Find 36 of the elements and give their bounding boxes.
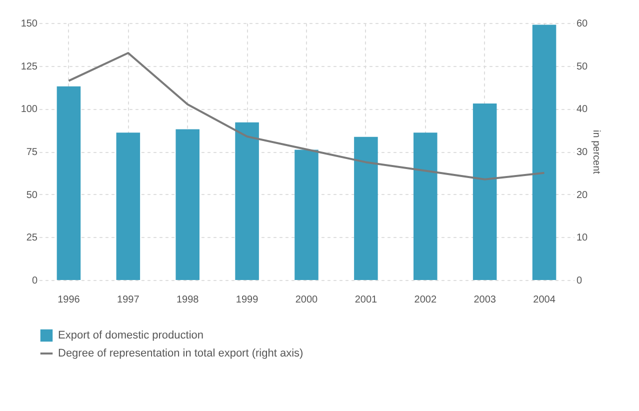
bar	[56, 86, 81, 280]
y-tick-label: 50	[26, 190, 38, 201]
y-tick-label: 75	[26, 147, 38, 158]
bar	[294, 150, 318, 280]
y-tick-label: 0	[32, 276, 38, 286]
x-tick-label: 1998	[176, 294, 200, 306]
y-tick-label: 125	[20, 61, 38, 72]
line-series	[68, 52, 546, 180]
y-tick-label: 150	[20, 18, 38, 30]
bar	[235, 122, 259, 280]
y2-tick-label: 50	[576, 61, 588, 72]
y-tick-label: 25	[26, 232, 38, 244]
y2-tick-label: 0	[576, 276, 582, 286]
x-tick-label: 2002	[414, 294, 437, 306]
legend-label: Export of domestic production	[58, 330, 204, 342]
y2-tick-label: 40	[576, 104, 588, 116]
y2-tick-label: 20	[576, 190, 588, 201]
x-tick-label: 1996	[58, 294, 80, 306]
bar	[354, 136, 378, 280]
bar	[116, 132, 140, 280]
x-tick-label: 2000	[295, 294, 318, 306]
y2-tick-label: 10	[576, 232, 588, 244]
y2-axis-title: in percent	[590, 130, 602, 174]
x-tick-label: 2001	[354, 294, 378, 306]
bar	[472, 104, 497, 280]
x-tick-label: 1999	[236, 294, 259, 306]
bar	[414, 132, 438, 280]
x-tick-label: 2003	[474, 294, 496, 306]
legend-label: Degree of representation in total export (right axis)	[58, 348, 304, 360]
bar	[532, 24, 556, 280]
x-tick-label: 2004	[533, 294, 556, 306]
y2-tick-label: 60	[576, 18, 588, 30]
y-tick-label: 100	[20, 104, 38, 116]
bar	[176, 129, 200, 280]
y2-tick-label: 30	[576, 147, 588, 158]
x-tick-label: 1997	[117, 294, 140, 306]
